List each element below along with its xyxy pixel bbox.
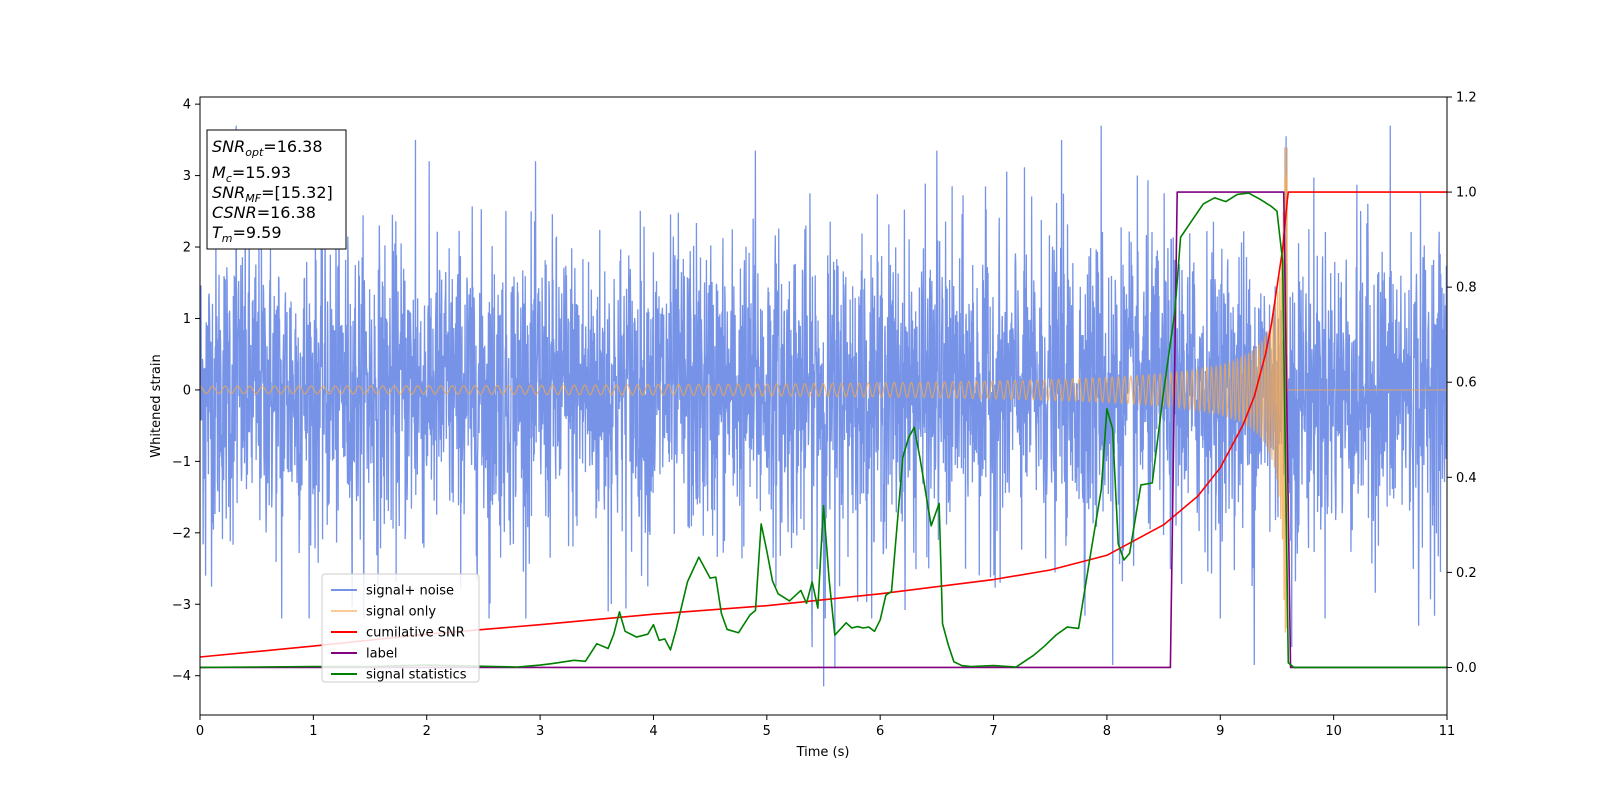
y-right-tick-label: 0.8 — [1456, 281, 1477, 296]
y-left-tick-label: 1 — [183, 312, 191, 327]
y-axis-label: Whitened strain — [149, 354, 164, 457]
legend-signal-noise-label: signal+ noise — [366, 584, 454, 599]
info-snr-opt: SNRopt=16.38 — [212, 137, 323, 159]
y-right-tick-label: 0.4 — [1456, 471, 1477, 486]
y-left-tick-label: 3 — [183, 169, 191, 184]
y-left-tick-label: 4 — [183, 98, 191, 113]
x-axis-label: Time (s) — [796, 745, 850, 760]
info-tm: Tm=9.59 — [212, 223, 282, 245]
y-left-tick-label: 0 — [183, 383, 191, 398]
series-signal-statistics-line — [200, 192, 1447, 669]
y-left-tick-label: −2 — [172, 526, 191, 541]
x-tick-label: 10 — [1325, 724, 1342, 739]
series-signal-only-line — [200, 147, 1447, 633]
x-tick-label: 3 — [536, 724, 544, 739]
plot-frame — [199, 96, 1448, 716]
x-tick-label: 7 — [989, 724, 997, 739]
x-tick-label: 1 — [309, 724, 317, 739]
legend-cumulative-snr-label: cumilative SNR — [366, 626, 465, 641]
y-left-tick-label: 2 — [183, 241, 191, 256]
info-box: SNRopt=16.38 Mc=15.93 SNRMF=[15.32] CSNR… — [206, 129, 347, 250]
y-left-tick-label: −4 — [172, 669, 191, 684]
x-tick-label: 9 — [1216, 724, 1224, 739]
x-tick-label: 8 — [1103, 724, 1111, 739]
x-tick-label: 4 — [649, 724, 657, 739]
x-tick-label: 5 — [763, 724, 771, 739]
legend-signal-only-label: signal only — [366, 605, 436, 620]
y-left-tick-label: −1 — [172, 455, 191, 470]
info-snr-mf: SNRMF=[15.32] — [212, 183, 333, 205]
legend-label-label: label — [366, 647, 397, 662]
y-right-tick-label: 1.2 — [1456, 91, 1477, 106]
x-tick-label: 11 — [1439, 724, 1456, 739]
y-right-tick-label: 0.6 — [1456, 376, 1477, 391]
y-right-tick-label: 0.2 — [1456, 566, 1477, 581]
y-right-tick-label: 0.0 — [1456, 661, 1477, 676]
x-tick-label: 6 — [876, 724, 884, 739]
series-cumulative-snr-line — [200, 191, 1447, 658]
legend: signal+ noise signal only cumilative SNR la… — [321, 573, 480, 683]
info-csnr: CSNR=16.38 — [212, 203, 316, 222]
y-right-tick-label: 1.0 — [1456, 186, 1477, 201]
y-left-tick-label: −3 — [172, 598, 191, 613]
info-mc: Mc=15.93 — [212, 163, 291, 185]
x-tick-label: 0 — [196, 724, 204, 739]
legend-signal-statistics-label: signal statistics — [366, 668, 467, 683]
x-tick-label: 2 — [423, 724, 431, 739]
